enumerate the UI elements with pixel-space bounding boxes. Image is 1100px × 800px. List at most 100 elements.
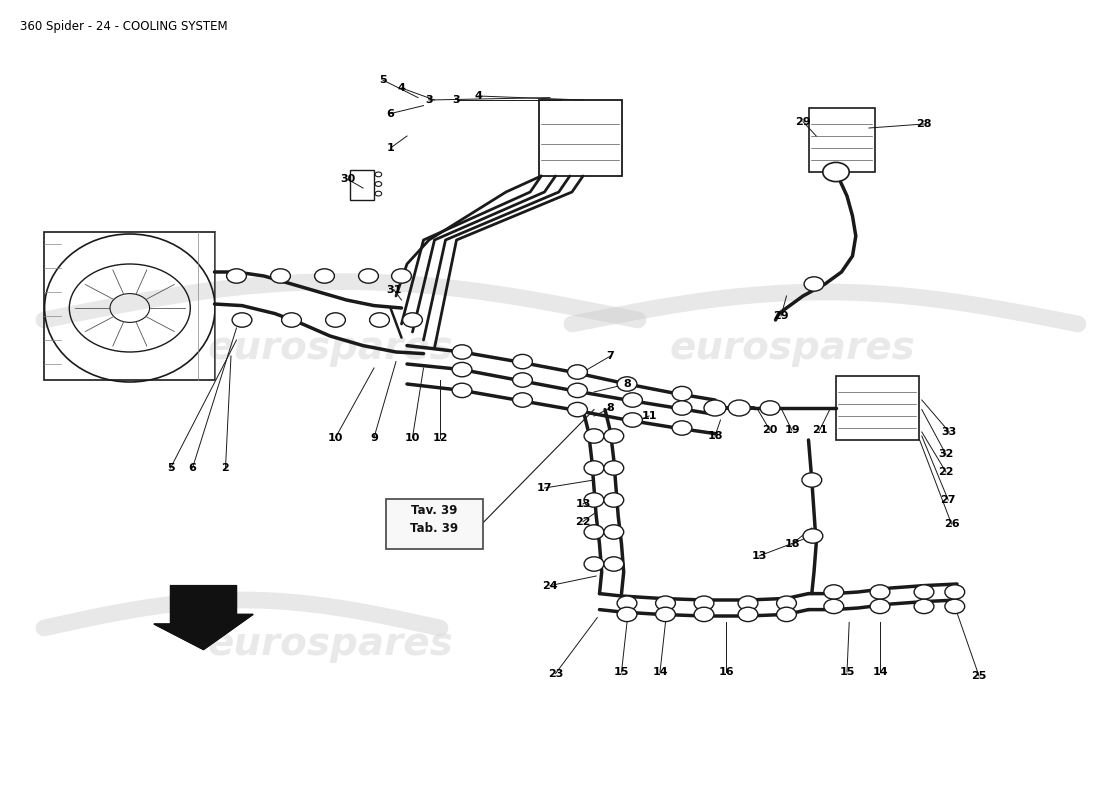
Circle shape <box>271 269 290 283</box>
Circle shape <box>777 596 796 610</box>
Text: 6: 6 <box>386 109 395 118</box>
Circle shape <box>914 585 934 599</box>
Circle shape <box>452 383 472 398</box>
Text: 12: 12 <box>432 433 448 442</box>
Text: eurospares: eurospares <box>207 329 453 367</box>
Circle shape <box>403 313 422 327</box>
Circle shape <box>513 393 532 407</box>
Circle shape <box>728 400 750 416</box>
Circle shape <box>704 400 726 416</box>
Text: 29: 29 <box>795 117 811 126</box>
Circle shape <box>656 607 675 622</box>
Circle shape <box>370 313 389 327</box>
Circle shape <box>326 313 345 327</box>
Text: 13: 13 <box>751 551 767 561</box>
Text: 20: 20 <box>762 426 778 435</box>
Circle shape <box>584 493 604 507</box>
Bar <box>836 376 918 440</box>
Circle shape <box>870 599 890 614</box>
Text: 360 Spider - 24 - COOLING SYSTEM: 360 Spider - 24 - COOLING SYSTEM <box>20 20 228 33</box>
Circle shape <box>672 386 692 401</box>
Circle shape <box>584 429 604 443</box>
Circle shape <box>945 585 965 599</box>
Circle shape <box>824 585 844 599</box>
Circle shape <box>617 607 637 622</box>
Text: 5: 5 <box>379 75 386 85</box>
Circle shape <box>584 461 604 475</box>
Circle shape <box>584 557 604 571</box>
Text: 3: 3 <box>426 95 432 105</box>
Circle shape <box>315 269 334 283</box>
Text: 18: 18 <box>784 539 800 549</box>
Circle shape <box>584 525 604 539</box>
Circle shape <box>227 269 246 283</box>
Text: 5: 5 <box>167 463 174 473</box>
Circle shape <box>694 596 714 610</box>
Circle shape <box>568 402 587 417</box>
Text: 24: 24 <box>542 581 558 590</box>
Text: 1: 1 <box>386 143 395 153</box>
Text: 6: 6 <box>188 463 197 473</box>
Text: 15: 15 <box>839 667 855 677</box>
Text: 4: 4 <box>474 91 483 101</box>
Bar <box>44 232 214 380</box>
Text: 28: 28 <box>916 119 932 129</box>
Circle shape <box>452 362 472 377</box>
Bar <box>539 100 622 176</box>
Text: 8: 8 <box>606 403 615 413</box>
Circle shape <box>617 596 637 610</box>
Text: 10: 10 <box>328 433 343 442</box>
Circle shape <box>760 401 780 415</box>
Text: 14: 14 <box>872 667 888 677</box>
Circle shape <box>738 596 758 610</box>
Text: eurospares: eurospares <box>207 625 453 663</box>
Circle shape <box>945 599 965 614</box>
Circle shape <box>604 461 624 475</box>
Text: 9: 9 <box>370 433 378 442</box>
Circle shape <box>694 607 714 622</box>
Circle shape <box>672 401 692 415</box>
Text: 7: 7 <box>606 351 615 361</box>
Circle shape <box>282 313 301 327</box>
Text: 25: 25 <box>971 671 987 681</box>
Text: 27: 27 <box>940 495 956 505</box>
Circle shape <box>672 421 692 435</box>
Circle shape <box>452 345 472 359</box>
Text: 13: 13 <box>575 499 591 509</box>
Text: 14: 14 <box>652 667 668 677</box>
Text: 16: 16 <box>718 667 734 677</box>
Circle shape <box>824 599 844 614</box>
Circle shape <box>802 473 822 487</box>
Circle shape <box>823 162 849 182</box>
Circle shape <box>617 377 637 391</box>
Circle shape <box>392 269 411 283</box>
FancyBboxPatch shape <box>386 499 484 549</box>
Text: 3: 3 <box>453 95 460 105</box>
Polygon shape <box>154 586 253 650</box>
Circle shape <box>604 429 624 443</box>
Text: Tav. 39
Tab. 39: Tav. 39 Tab. 39 <box>410 504 459 534</box>
Circle shape <box>870 585 890 599</box>
Text: 4: 4 <box>397 83 406 93</box>
Circle shape <box>656 596 675 610</box>
Text: 21: 21 <box>812 426 827 435</box>
Text: 15: 15 <box>614 667 629 677</box>
Circle shape <box>513 373 532 387</box>
Text: 33: 33 <box>942 427 957 437</box>
Circle shape <box>568 383 587 398</box>
Circle shape <box>803 529 823 543</box>
Circle shape <box>604 493 624 507</box>
Circle shape <box>804 277 824 291</box>
Circle shape <box>738 607 758 622</box>
Text: 29: 29 <box>773 311 789 321</box>
Text: 32: 32 <box>938 450 954 459</box>
Text: 18: 18 <box>707 431 723 441</box>
Circle shape <box>513 354 532 369</box>
Circle shape <box>359 269 378 283</box>
Text: 26: 26 <box>944 519 959 529</box>
Circle shape <box>623 393 642 407</box>
Text: 23: 23 <box>548 669 563 678</box>
Circle shape <box>604 557 624 571</box>
Text: eurospares: eurospares <box>669 329 915 367</box>
Text: 8: 8 <box>623 379 631 389</box>
